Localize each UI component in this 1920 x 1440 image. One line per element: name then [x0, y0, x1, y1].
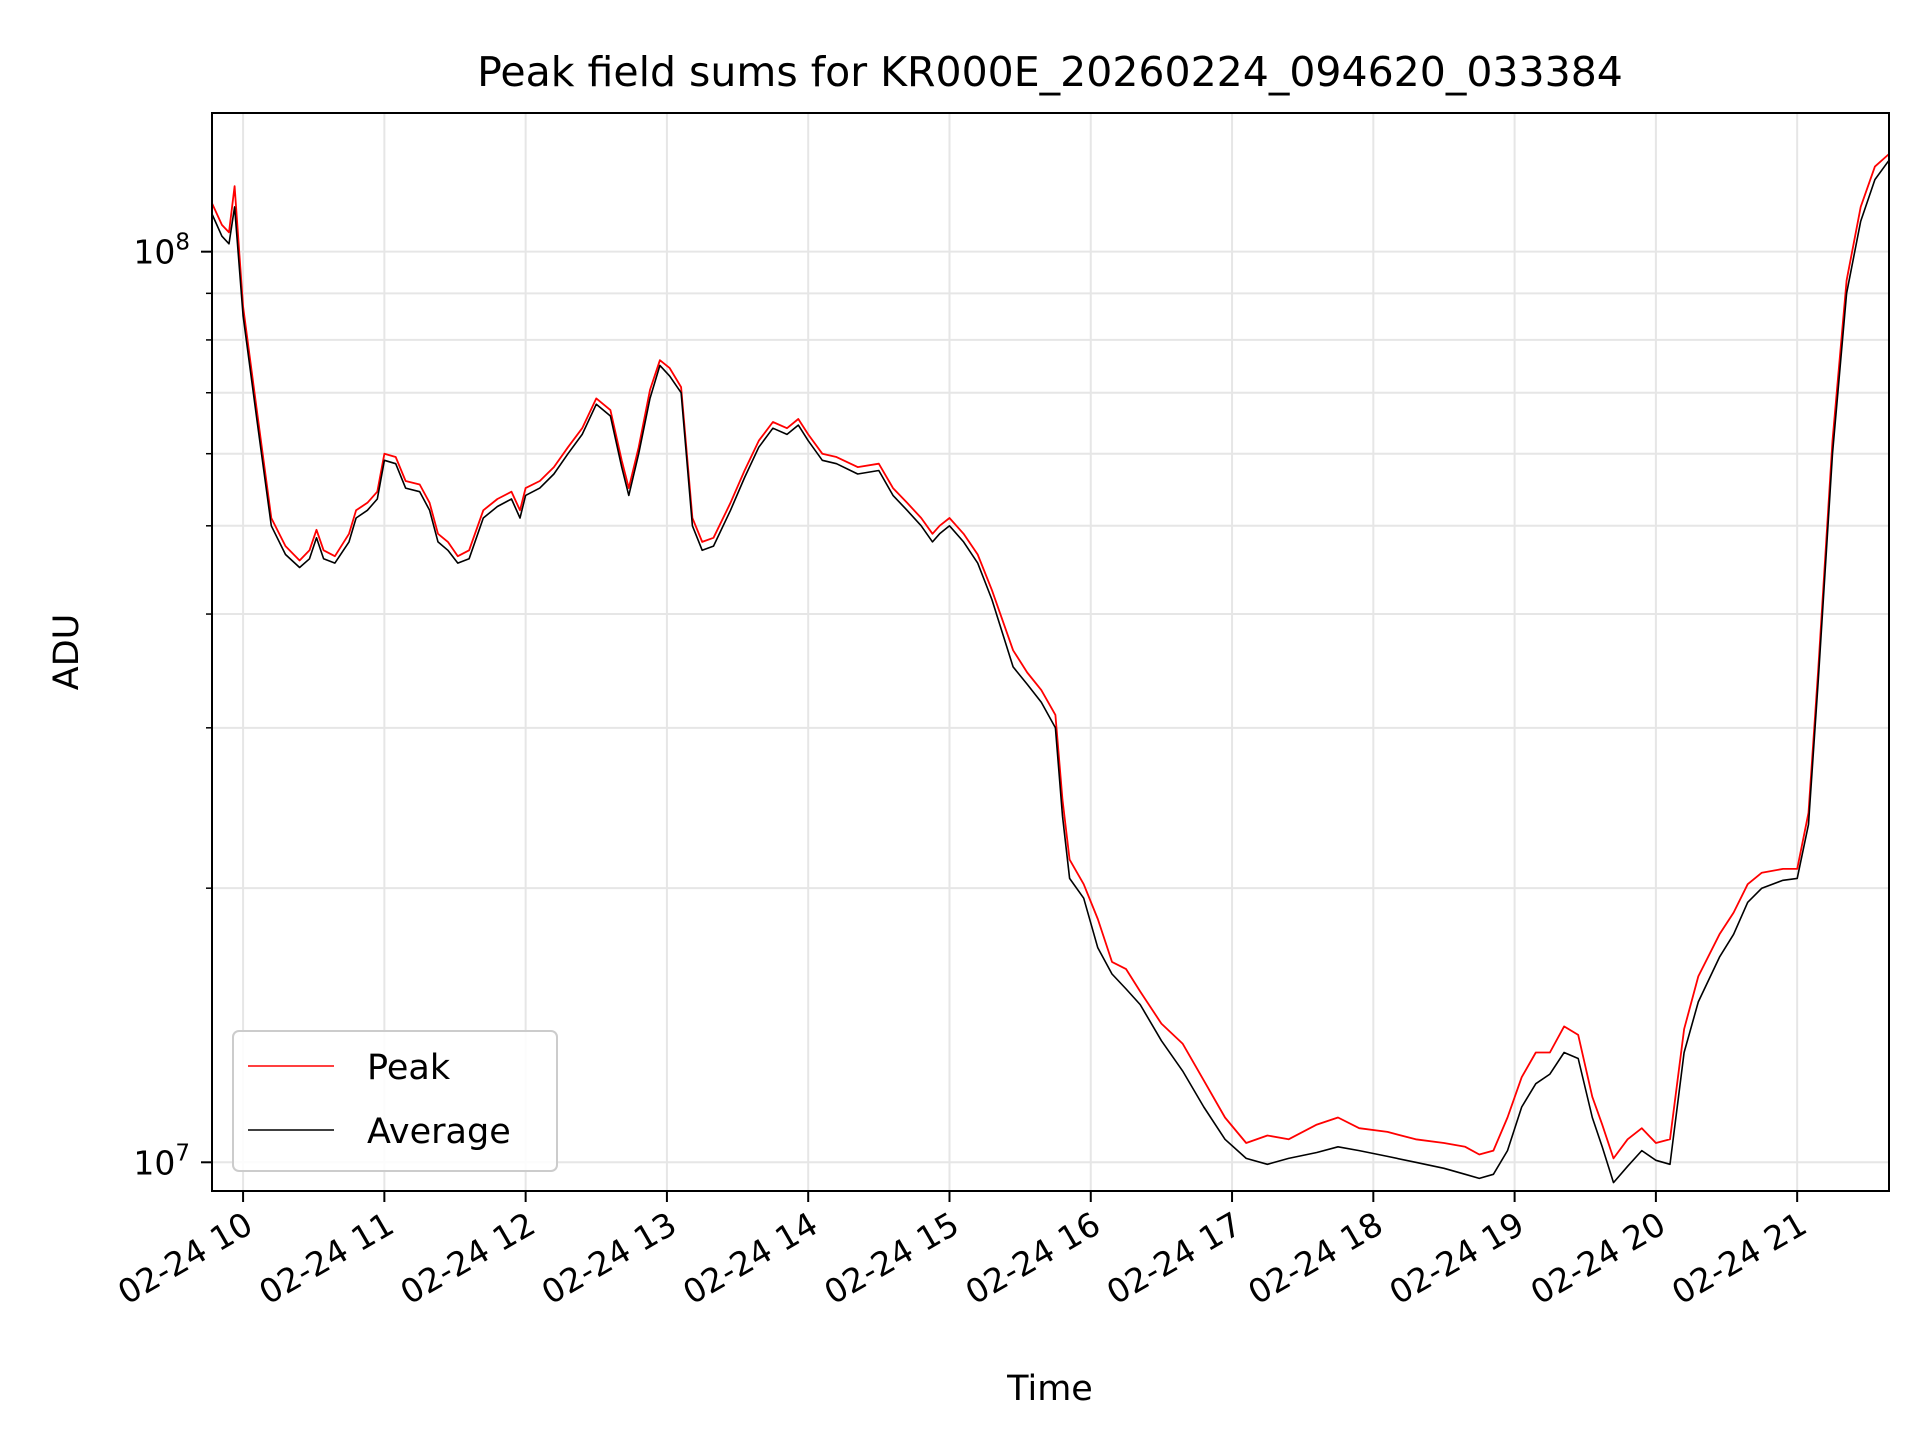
y-tick-label: 108 — [133, 230, 190, 272]
y-axis-label: ADU — [47, 614, 87, 691]
series-line-peak — [211, 153, 1890, 1160]
chart-title: Peak field sums for KR000E_20260224_0946… — [477, 48, 1623, 96]
legend: Peak Average — [232, 1030, 558, 1172]
plot-frame — [211, 112, 1890, 1192]
legend-average-label: Average — [367, 1112, 511, 1152]
legend-peak-label: Peak — [367, 1048, 451, 1088]
grid — [212, 113, 1889, 1191]
series-layer — [211, 153, 1890, 1184]
x-axis-label: Time — [1006, 1369, 1093, 1409]
series-line-average — [211, 159, 1890, 1184]
y-tick-label: 107 — [133, 1140, 190, 1182]
